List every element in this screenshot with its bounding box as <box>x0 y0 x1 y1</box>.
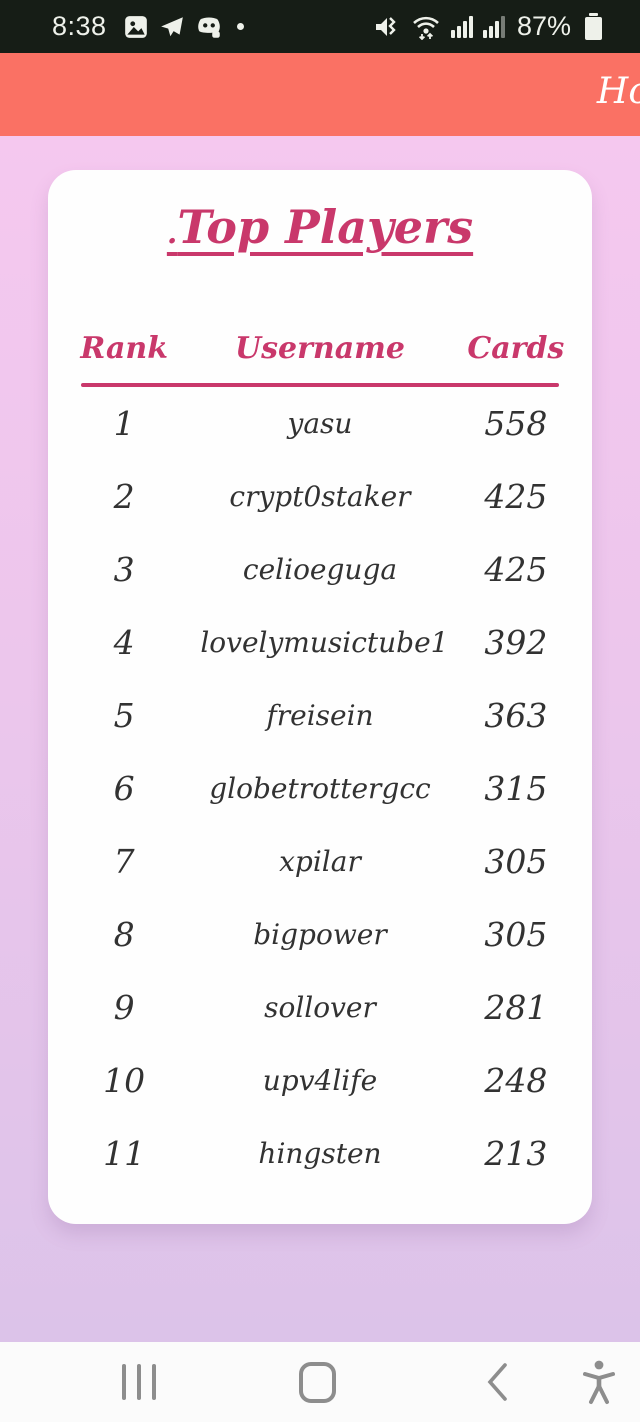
rank-cell: 10 <box>103 1061 146 1100</box>
username-cell: sollover <box>264 991 376 1024</box>
table-row: 9 sollover 281 <box>48 971 592 1044</box>
username-cell: celioeguga <box>242 553 398 586</box>
column-header-rank: Rank <box>80 330 168 366</box>
top-players-card: .Top Players Rank Username Cards 1 yasu … <box>48 170 592 1224</box>
signal-bars-2 <box>482 15 505 38</box>
column-header-cards: Cards <box>467 330 565 366</box>
rank-cell: 6 <box>113 769 135 808</box>
rank-cell: 5 <box>113 696 135 735</box>
signal-bars <box>450 15 473 38</box>
cards-cell: 425 <box>484 550 548 589</box>
battery-percent: 87% <box>516 11 571 41</box>
back-icon <box>487 1363 507 1401</box>
rank-cell: 4 <box>113 623 135 662</box>
cards-cell: 305 <box>484 915 548 954</box>
notification-dot <box>236 23 244 30</box>
table-row: 10 upv4life 248 <box>48 1044 592 1117</box>
table-row: 7 xpilar 305 <box>48 825 592 898</box>
leaderboard-table: Rank Username Cards 1 yasu 558 2 crypt0s… <box>48 321 592 1190</box>
column-header-username: Username <box>234 330 405 366</box>
back-button[interactable] <box>464 1342 530 1422</box>
header-divider <box>81 383 559 387</box>
telegram-icon <box>159 14 185 40</box>
android-nav-bar <box>0 1342 640 1422</box>
home-button[interactable] <box>282 1342 352 1422</box>
header-home-link[interactable]: Ho <box>596 71 640 112</box>
page-title: .Top Players <box>48 198 592 263</box>
table-row: 3 celioeguga 425 <box>48 533 592 606</box>
mute-vibrate-icon <box>373 14 401 40</box>
page-title-text: Top Players <box>177 200 474 254</box>
table-row: 4 lovelymusictube1 392 <box>48 606 592 679</box>
gallery-icon <box>123 14 149 40</box>
app-header: Ho <box>0 53 640 136</box>
home-icon <box>298 1361 336 1403</box>
page-background: .Top Players Rank Username Cards 1 yasu … <box>0 136 640 1342</box>
rank-cell: 11 <box>103 1134 146 1173</box>
leaderboard-header-row: Rank Username Cards <box>48 321 592 375</box>
discord-icon <box>195 14 223 40</box>
cards-cell: 213 <box>484 1134 548 1173</box>
leaderboard-rows: 1 yasu 558 2 crypt0staker 425 3 celioegu… <box>48 387 592 1190</box>
username-cell: globetrottergcc <box>209 772 431 805</box>
cards-cell: 392 <box>484 623 548 662</box>
cards-cell: 248 <box>484 1061 548 1100</box>
cards-cell: 425 <box>484 477 548 516</box>
table-row: 11 hingsten 213 <box>48 1117 592 1190</box>
table-row: 5 freisein 363 <box>48 679 592 752</box>
battery-icon <box>585 13 602 40</box>
username-cell: hingsten <box>258 1137 382 1170</box>
username-cell: bigpower <box>253 918 387 951</box>
table-row: 2 crypt0staker 425 <box>48 460 592 533</box>
table-row: 6 globetrottergcc 315 <box>48 752 592 825</box>
title-leading-mark: . <box>166 216 178 251</box>
rank-cell: 1 <box>113 404 135 443</box>
recents-icon <box>122 1364 156 1400</box>
username-cell: freisein <box>266 699 374 732</box>
accessibility-button[interactable] <box>566 1342 632 1422</box>
cards-cell: 558 <box>484 404 548 443</box>
status-time: 8:38 <box>52 11 107 41</box>
cards-cell: 315 <box>484 769 548 808</box>
cards-cell: 363 <box>484 696 548 735</box>
table-row: 8 bigpower 305 <box>48 898 592 971</box>
rank-cell: 3 <box>113 550 135 589</box>
recents-button[interactable] <box>104 1342 174 1422</box>
rank-cell: 9 <box>113 988 135 1027</box>
status-bar: 8:38 87% <box>0 0 640 53</box>
rank-cell: 2 <box>113 477 135 516</box>
table-row: 1 yasu 558 <box>48 387 592 460</box>
username-cell: lovelymusictube1 <box>200 626 449 659</box>
rank-cell: 7 <box>113 842 135 881</box>
cards-cell: 281 <box>484 988 548 1027</box>
accessibility-icon <box>583 1360 615 1404</box>
cards-cell: 305 <box>484 842 548 881</box>
username-cell: upv4life <box>262 1064 378 1097</box>
rank-cell: 8 <box>113 915 135 954</box>
wifi-icon <box>411 14 441 40</box>
username-cell: yasu <box>287 407 353 440</box>
username-cell: crypt0staker <box>229 480 411 513</box>
username-cell: xpilar <box>279 845 361 878</box>
